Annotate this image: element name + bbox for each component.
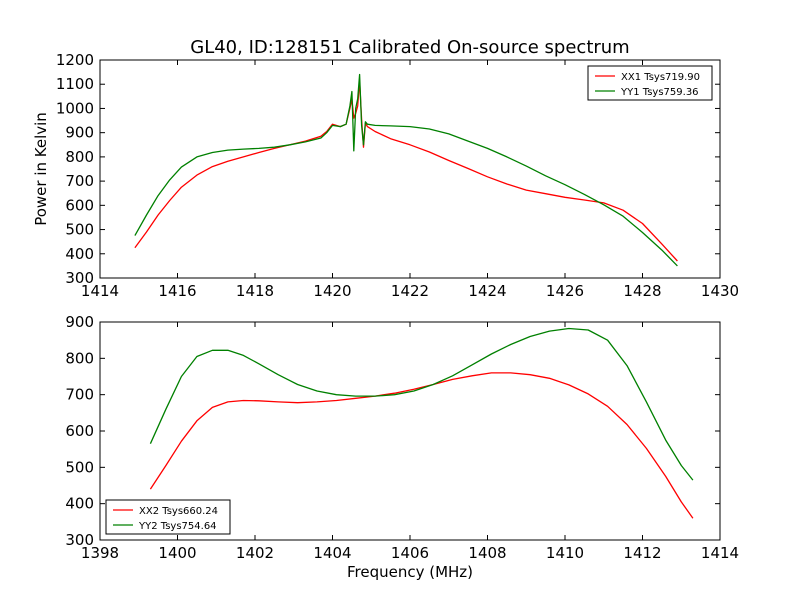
x-tick-label-0-2: 1418	[236, 282, 274, 300]
top-plot: 1414 1416 1418 1420 1422 1424 1426 1428 1430 300 4…	[32, 51, 739, 300]
y-tick-label-1-3: 600	[65, 422, 94, 440]
x-tick-label-0-5: 1424	[468, 282, 506, 300]
y-axis-label-0: Power in Kelvin	[32, 112, 50, 226]
x-tick-label-1-2: 1402	[236, 544, 274, 562]
y-tick-label-1-4: 700	[65, 386, 94, 404]
x-tick-label-0-1: 1416	[158, 282, 196, 300]
x-tick-label-0-6: 1426	[546, 282, 584, 300]
y-tick-label-0-9: 1200	[56, 51, 94, 69]
x-tick-label-0-7: 1428	[623, 282, 661, 300]
y-tick-label-0-0: 300	[65, 269, 94, 287]
legend-box-1	[105, 499, 231, 535]
y-tick-label-0-7: 1000	[56, 99, 94, 117]
x-tick-label-1-7: 1412	[623, 544, 661, 562]
x-tick-label-0-0: 1414	[81, 282, 119, 300]
series-line-1-0	[149, 372, 694, 519]
x-tick-label-1-4: 1406	[391, 544, 429, 562]
y-tick-label-0-1: 400	[65, 245, 94, 263]
x-tick-label-1-8: 1414	[701, 544, 739, 562]
legend-label-0-0: XX1 Tsys719.90	[621, 72, 700, 83]
y-tick-label-0-2: 500	[65, 221, 94, 239]
y-tick-label-1-5: 800	[65, 349, 94, 367]
y-tick-label-1-1: 400	[65, 495, 94, 513]
x-tick-label-1-6: 1410	[546, 544, 584, 562]
legend-label-0-1: YY1 Tsys759.36	[620, 87, 699, 98]
x-tick-label-1-5: 1408	[468, 544, 506, 562]
x-tick-label-1-3: 1404	[313, 544, 351, 562]
legend-label-1-1: YY2 Tsys754.64	[138, 521, 217, 532]
series-line-1-1	[149, 327, 694, 481]
y-tick-label-0-4: 700	[65, 172, 94, 190]
y-tick-label-1-2: 500	[65, 458, 94, 476]
x-tick-label-0-4: 1422	[391, 282, 429, 300]
legend-box-0	[587, 65, 713, 101]
legend-label-1-0: XX2 Tsys660.24	[139, 506, 218, 517]
series-line-0-0	[134, 79, 678, 262]
y-tick-label-0-6: 900	[65, 124, 94, 142]
y-tick-label-0-5: 800	[65, 148, 94, 166]
figure-title: GL40, ID:128151 Calibrated On-source spe…	[190, 37, 629, 58]
y-tick-label-0-3: 600	[65, 196, 94, 214]
x-tick-label-1-1: 1400	[158, 544, 196, 562]
x-tick-label-1-0: 1398	[81, 544, 119, 562]
series-line-0-1	[134, 73, 678, 267]
y-tick-label-1-0: 300	[65, 531, 94, 549]
x-axis-label-1: Frequency (MHz)	[347, 563, 473, 581]
x-tick-label-0-8: 1430	[701, 282, 739, 300]
bottom-plot: 1398 1400 1402 1404 1406 1408 1410 1412 1414 300 4…	[65, 313, 739, 581]
x-tick-label-0-3: 1420	[313, 282, 351, 300]
y-tick-label-0-8: 1100	[56, 75, 94, 93]
y-tick-label-1-6: 900	[65, 313, 94, 331]
